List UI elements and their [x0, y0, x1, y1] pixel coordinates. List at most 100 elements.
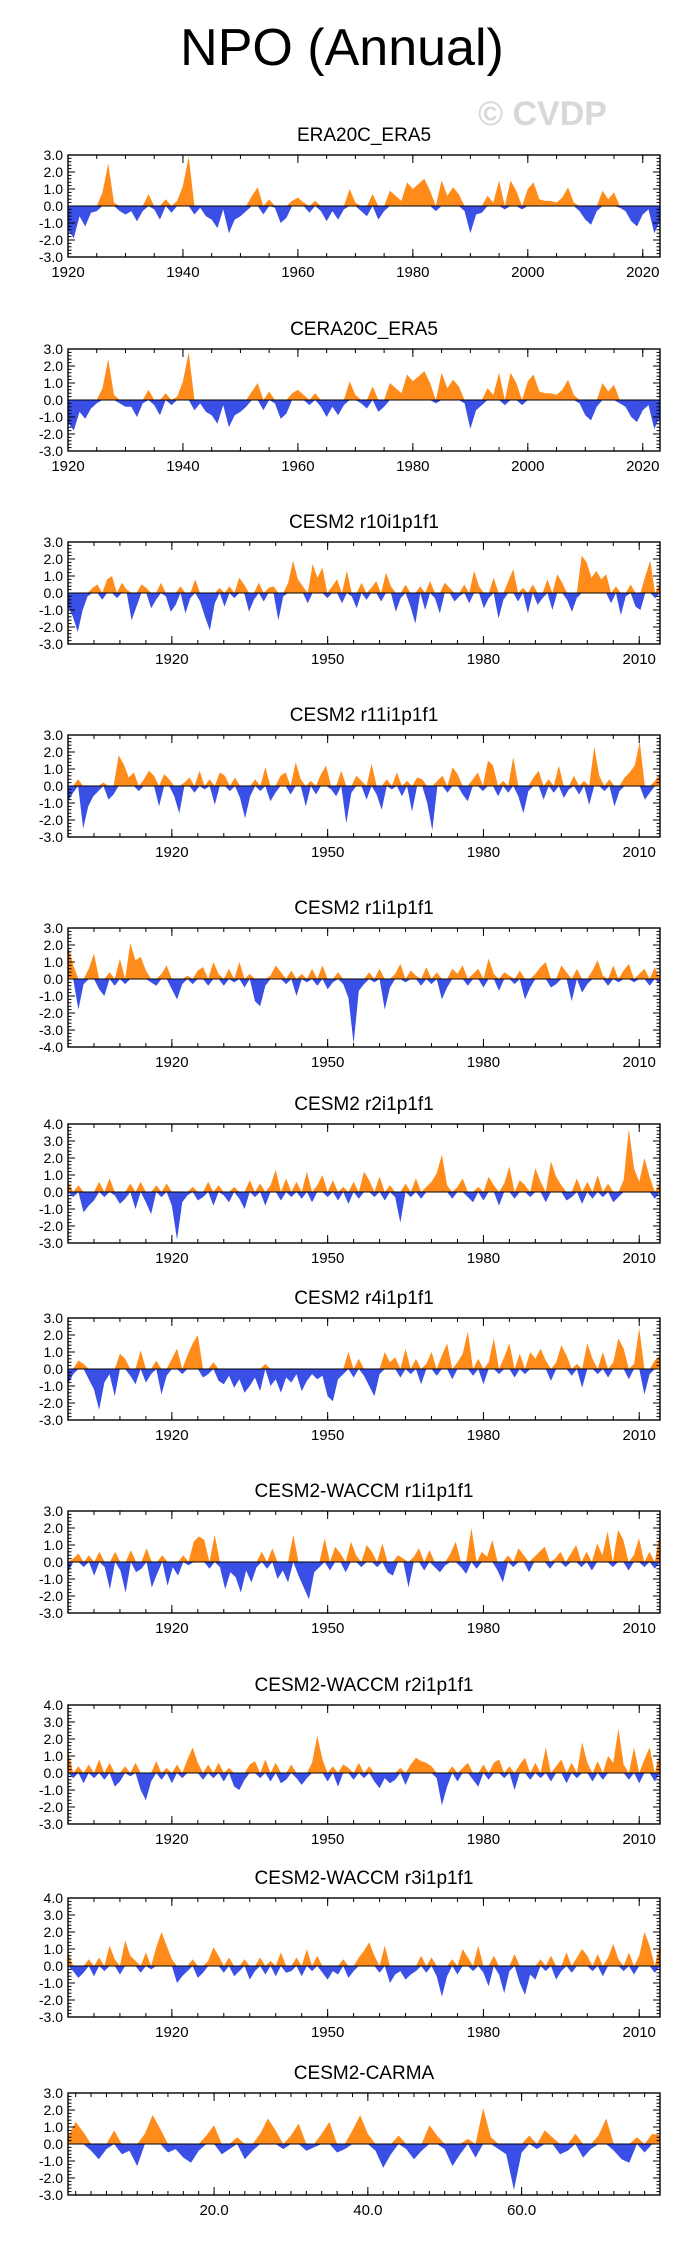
- y-tick-label: 3.0: [44, 534, 64, 550]
- y-tick-label: -2.0: [39, 2170, 63, 2186]
- x-tick-label: 1920: [51, 264, 84, 281]
- y-tick-label: -3.0: [39, 1022, 63, 1038]
- y-tick-label: 1.0: [44, 761, 64, 777]
- y-tick-label: 3.0: [44, 920, 64, 936]
- plot-frame: [67, 1704, 661, 1825]
- x-tick-label: 2000: [511, 264, 544, 281]
- x-tick-label: 1940: [166, 264, 199, 281]
- y-tick-label: -3.0: [39, 249, 63, 265]
- y-tick-label: -3.0: [39, 1412, 63, 1428]
- y-tick-label: 3.0: [44, 2085, 64, 2101]
- y-tick-label: 1.0: [44, 2119, 64, 2135]
- y-tick-label: 2.0: [44, 358, 64, 374]
- plot-frame: [67, 1123, 661, 1244]
- y-tick-label: 2.0: [44, 744, 64, 760]
- x-tick-label: 1920: [155, 1831, 188, 1848]
- positive-area: [68, 1932, 660, 1966]
- y-tick-label: -1.0: [39, 409, 63, 425]
- x-tick-label: 2010: [623, 2024, 656, 2041]
- y-tick-label: -1.0: [39, 215, 63, 231]
- x-tick-label: 2000: [511, 458, 544, 475]
- y-tick-label: 3.0: [44, 727, 64, 743]
- y-tick-label: 1.0: [44, 1344, 64, 1360]
- y-tick-label: 0.0: [44, 1765, 64, 1781]
- x-tick-label: 1920: [155, 1427, 188, 1444]
- positive-area: [68, 156, 660, 206]
- x-tick-label: 1950: [311, 1427, 344, 1444]
- y-tick-label: -1.0: [39, 2153, 63, 2169]
- y-tick-label: -3.0: [39, 443, 63, 459]
- y-tick-label: -3.0: [39, 1605, 63, 1621]
- y-tick-label: -2.0: [39, 1218, 63, 1234]
- x-tick-label: 1950: [311, 651, 344, 668]
- x-tick-label: 2010: [623, 1054, 656, 1071]
- negative-area: [68, 206, 660, 239]
- y-tick-label: 2.0: [44, 551, 64, 567]
- y-tick-label: -3.0: [39, 829, 63, 845]
- page-title: NPO (Annual): [180, 19, 504, 77]
- x-tick-label: 1920: [155, 651, 188, 668]
- x-tick-label: 2010: [623, 1250, 656, 1267]
- x-tick-label: 1950: [311, 844, 344, 861]
- panel-title: CERA20C_ERA5: [290, 319, 438, 340]
- y-tick-label: -2.0: [39, 619, 63, 635]
- y-tick-label: 1.0: [44, 1167, 64, 1183]
- x-tick-label: 1980: [396, 458, 429, 475]
- positive-area: [68, 2108, 660, 2144]
- y-tick-label: 0.0: [44, 1554, 64, 1570]
- y-tick-label: 2.0: [44, 937, 64, 953]
- positive-area: [68, 741, 660, 786]
- plot-frame: [67, 1897, 661, 2018]
- x-tick-label: 1980: [467, 2024, 500, 2041]
- y-tick-label: -3.0: [39, 1816, 63, 1832]
- x-tick-label: 1950: [311, 1831, 344, 1848]
- y-tick-label: -2.0: [39, 1992, 63, 2008]
- panel-title: ERA20C_ERA5: [297, 125, 431, 146]
- y-tick-label: -2.0: [39, 1588, 63, 1604]
- chart-panel-7: CESM2 r4i1p1f1 3.02.01.00.0-1.0-2.0-3.0 19…: [39, 1288, 661, 1444]
- y-tick-label: -1.0: [39, 1201, 63, 1217]
- positive-area: [68, 352, 660, 400]
- y-tick-label: -3.0: [39, 636, 63, 652]
- positive-area: [68, 1528, 660, 1562]
- x-tick-label: 1980: [467, 1250, 500, 1267]
- y-tick-label: 0.0: [44, 1361, 64, 1377]
- x-tick-label: 2010: [623, 1831, 656, 1848]
- y-tick-label: 2.0: [44, 1150, 64, 1166]
- y-tick-label: 0.0: [44, 585, 64, 601]
- panel-title: CESM2 r2i1p1f1: [294, 1094, 433, 1115]
- y-tick-label: 2.0: [44, 1327, 64, 1343]
- x-tick-label: 40.0: [353, 2202, 382, 2219]
- y-tick-label: -1.0: [39, 1782, 63, 1798]
- y-tick-label: 3.0: [44, 1133, 64, 1149]
- panel-title: CESM2 r11i1p1f1: [290, 705, 439, 726]
- chart-panel-5: CESM2 r1i1p1f1 3.02.01.00.0-1.0-2.0-3.0-4…: [39, 898, 661, 1071]
- y-tick-label: 3.0: [44, 341, 64, 357]
- x-tick-label: 1920: [155, 1054, 188, 1071]
- y-tick-label: 1.0: [44, 181, 64, 197]
- y-tick-label: 4.0: [44, 1697, 64, 1713]
- positive-area: [68, 1129, 660, 1192]
- x-tick-label: 1980: [467, 1831, 500, 1848]
- x-tick-label: 1940: [166, 458, 199, 475]
- negative-area: [68, 1369, 660, 1410]
- x-tick-label: 1920: [155, 1250, 188, 1267]
- panel-title: CESM2 r10i1p1f1: [289, 512, 439, 533]
- panel-title: CESM2-WACCM r3i1p1f1: [255, 1868, 474, 1889]
- y-tick-label: -2.0: [39, 1005, 63, 1021]
- x-tick-label: 1920: [51, 458, 84, 475]
- y-tick-label: 3.0: [44, 1503, 64, 1519]
- negative-area: [68, 1192, 660, 1240]
- y-tick-label: 0.0: [44, 1184, 64, 1200]
- y-tick-label: 3.0: [44, 147, 64, 163]
- y-tick-label: 2.0: [44, 164, 64, 180]
- x-tick-label: 2010: [623, 1427, 656, 1444]
- x-tick-label: 1980: [467, 1620, 500, 1637]
- watermark: © CVDP: [478, 95, 607, 133]
- y-tick-label: 2.0: [44, 1731, 64, 1747]
- y-tick-label: 4.0: [44, 1116, 64, 1132]
- y-tick-label: 0.0: [44, 2136, 64, 2152]
- y-tick-label: -1.0: [39, 1378, 63, 1394]
- y-tick-label: 0.0: [44, 971, 64, 987]
- y-tick-label: -3.0: [39, 2009, 63, 2025]
